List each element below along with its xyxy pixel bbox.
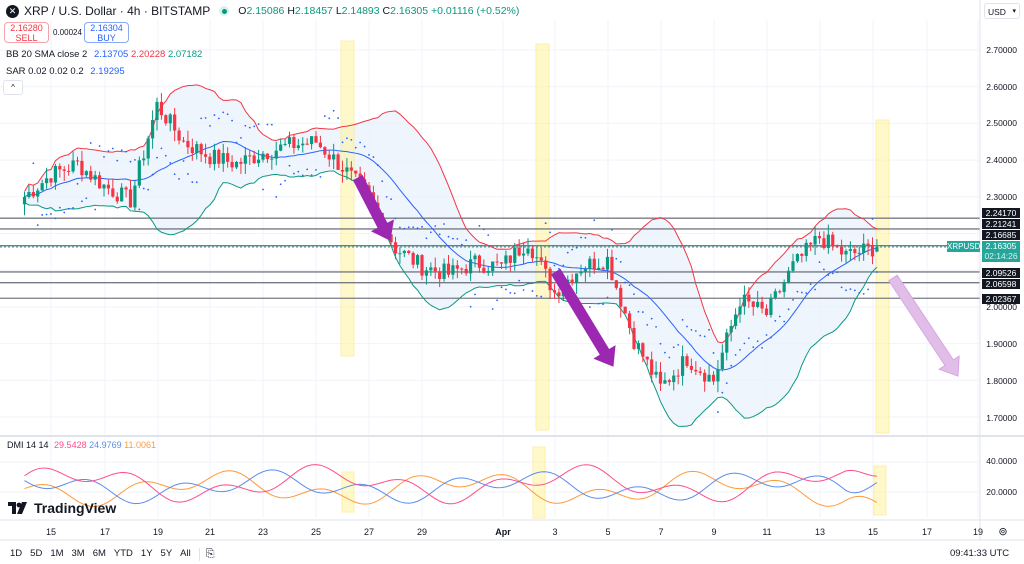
range-5y-button[interactable]: 5Y <box>160 548 173 559</box>
calendar-goto-icon[interactable]: ⎘ <box>205 548 215 560</box>
level-tag: 2.02367 <box>982 294 1020 304</box>
sell-label: SELL <box>15 32 38 43</box>
price-tick: 2.40000 <box>986 155 1017 165</box>
level-tag: 2.06598 <box>982 279 1020 289</box>
price-tick: 2.70000 <box>986 45 1017 55</box>
dmi-plus-di-value: 24.9769 <box>89 440 122 450</box>
price-tick: 1.80000 <box>986 376 1017 386</box>
price-tick: 2.50000 <box>986 118 1017 128</box>
dmi-label: DMI 14 14 <box>7 440 49 450</box>
range-1d-button[interactable]: 1D <box>10 548 23 559</box>
xrp-logo-icon: ✕ <box>6 4 19 18</box>
level-tag: 2.09526 <box>982 268 1020 278</box>
buy-price: 2.16304 <box>90 23 123 33</box>
dmi-tick: 40.0000 <box>986 456 1017 466</box>
currency-label: USD <box>988 7 1006 17</box>
range-6m-button[interactable]: 6M <box>92 548 106 559</box>
symbol-legend[interactable]: ✕ XRP / U.S. Dollar · 4h · BITSTAMP O2.1… <box>6 4 519 18</box>
range-3m-button[interactable]: 3M <box>71 548 85 559</box>
price-tick: 2.00000 <box>986 302 1017 312</box>
range-1m-button[interactable]: 1M <box>50 548 64 559</box>
date-range-bar: 1D 5D 1M 3M 6M YTD 1Y 5Y All ⎘ <box>10 548 223 561</box>
chart-settings-gear-icon[interactable]: ⊚ <box>998 526 1008 538</box>
market-open-status-icon <box>219 6 230 16</box>
sar-value: 2.19295 <box>90 66 125 77</box>
tradingview-logo[interactable]: TradingView <box>8 500 116 516</box>
collapse-legend-button[interactable]: ^ <box>3 80 23 95</box>
range-ytd-button[interactable]: YTD <box>113 548 133 559</box>
bar-countdown: 02:14:26 <box>984 251 1018 261</box>
range-5d-button[interactable]: 5D <box>30 548 43 559</box>
price-tick: 2.30000 <box>986 192 1017 202</box>
symbol-price-tag: XRPUSD <box>947 241 981 252</box>
bb-label: BB 20 SMA close 2 <box>6 49 88 60</box>
chevron-down-icon: ▾ <box>1012 8 1016 15</box>
sar-indicator-legend[interactable]: SAR 0.02 0.02 0.2 2.19295 <box>6 66 125 77</box>
tradingview-brand-text: TradingView <box>34 500 117 516</box>
dmi-tick: 20.0000 <box>986 487 1017 497</box>
buy-button[interactable]: 2.16304 BUY <box>84 22 129 43</box>
utc-clock[interactable]: 09:41:33 UTC <box>950 548 1010 559</box>
chevron-up-icon: ^ <box>11 83 15 92</box>
price-tick: 1.90000 <box>986 339 1017 349</box>
currency-selector[interactable]: USD ▾ <box>984 3 1020 19</box>
price-tick: 2.60000 <box>986 82 1017 92</box>
dmi-minus-di-value: 11.0061 <box>124 440 157 450</box>
level-tag: 2.16685 <box>982 230 1020 240</box>
buy-label: BUY <box>97 32 116 43</box>
current-price: 2.16305 <box>985 241 1017 251</box>
bb-lower-value: 2.07182 <box>167 49 203 60</box>
symbol-title: XRP / U.S. Dollar · 4h · BITSTAMP <box>24 4 211 18</box>
range-1y-button[interactable]: 1Y <box>140 548 153 559</box>
sell-button[interactable]: 2.16280 SELL <box>4 22 49 43</box>
ohlc-values: O2.15086 H2.18457 L2.14893 C2.16305 +0.0… <box>238 5 520 17</box>
range-all-button[interactable]: All <box>180 548 191 559</box>
price-axis[interactable]: 2.70000 2.60000 2.50000 2.40000 2.30000 … <box>980 0 1024 520</box>
sar-label: SAR 0.02 0.02 0.2 <box>6 66 84 77</box>
sell-price: 2.16280 <box>10 23 43 33</box>
tradingview-logo-icon <box>8 502 27 514</box>
dmi-adx-value: 29.5428 <box>54 440 87 450</box>
spread-value: 0.00024 <box>53 28 82 37</box>
level-tag: 2.21241 <box>982 219 1020 229</box>
bb-upper-value: 2.20228 <box>130 49 166 60</box>
level-tag: 2.24170 <box>982 208 1020 218</box>
dmi-indicator-legend[interactable]: DMI 14 14 29.5428 24.9769 11.0061 <box>7 440 156 450</box>
bb-basis-value: 2.13705 <box>93 49 129 60</box>
price-tick: 1.70000 <box>986 413 1017 423</box>
current-price-tag: 2.16305 02:14:26 <box>982 241 1020 262</box>
bb-indicator-legend[interactable]: BB 20 SMA close 2 2.13705 2.20228 2.0718… <box>6 49 202 60</box>
